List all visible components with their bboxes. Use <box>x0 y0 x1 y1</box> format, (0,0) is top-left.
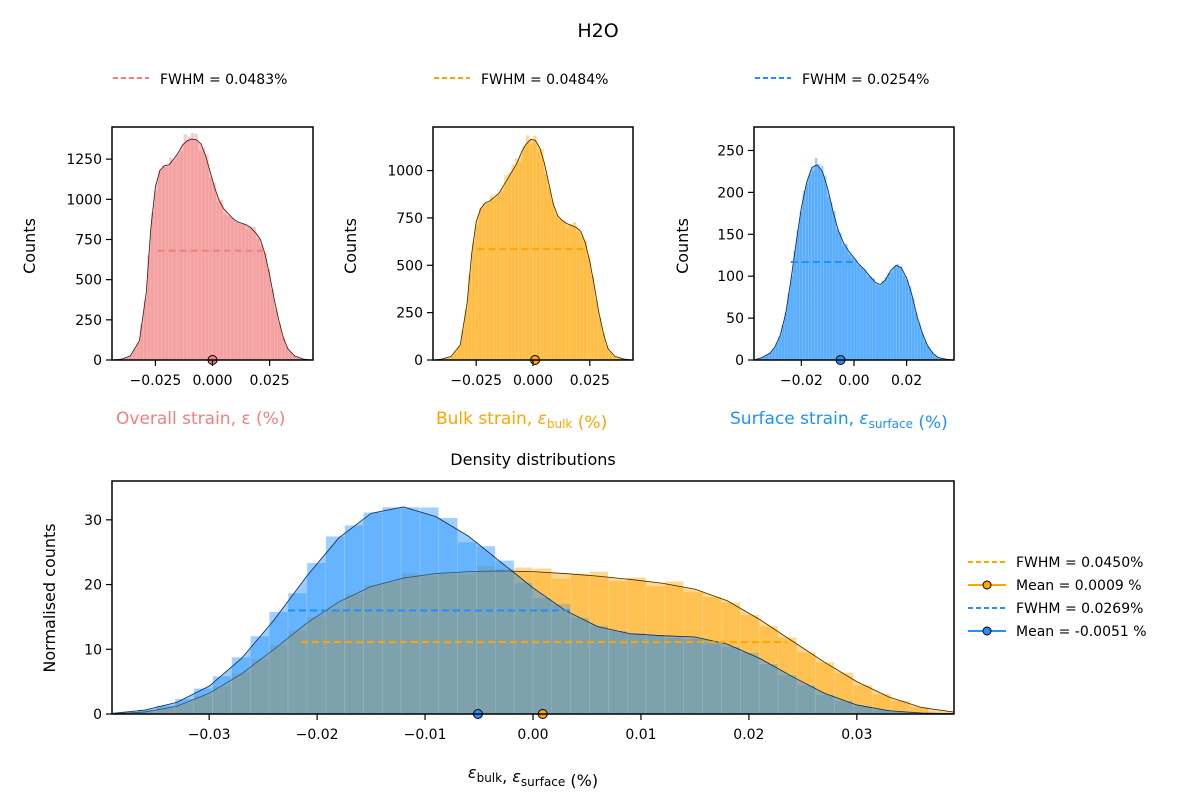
x-ticks-overall: −0.025 0.000 0.025 <box>129 360 290 389</box>
x-tick-label: 0.000 <box>513 373 553 389</box>
x-tick-label: −0.025 <box>450 373 502 389</box>
y-tick-label: 10 <box>84 642 102 658</box>
y-axis-label-overall: Counts <box>20 218 39 274</box>
panel-surface-strain: FWHM = 0.0254% −0.02 0.00 0.02 0 50 100 150 20… <box>673 72 955 433</box>
legend-density-surface-fwhm-label: FWHM = 0.0269% <box>1016 601 1143 617</box>
y-tick-label: 0 <box>735 353 744 369</box>
y-ticks-surface: 0 50 100 150 200 250 <box>717 143 754 369</box>
x-tick-label: −0.025 <box>129 373 181 389</box>
legend-density-surface-mean-marker <box>982 626 992 636</box>
x-tick-label: 0.01 <box>625 727 656 743</box>
y-tick-label: 250 <box>396 306 423 322</box>
legend-bulk: FWHM = 0.0484% <box>434 72 608 88</box>
x-axis-label-density: εbulk, εsurface (%) <box>468 763 598 790</box>
y-tick-label: 750 <box>396 211 423 227</box>
x-tick-label: −0.01 <box>404 727 447 743</box>
x-ticks-bulk: −0.025 0.000 0.025 <box>450 360 610 389</box>
y-axis-label-bulk: Counts <box>341 218 360 274</box>
x-tick-label: −0.03 <box>188 727 231 743</box>
x-axis-label-bulk-text: Bulk strain, εbulk (%) <box>436 409 607 433</box>
legend-density-surface-mean-label: Mean = -0.0051 % <box>1016 624 1147 640</box>
kde-curve-overall <box>111 138 314 361</box>
legend-density-bulk-mean-marker <box>982 580 992 590</box>
x-axis-label-surface: Surface strain, εsurface (%) <box>730 409 948 433</box>
y-tick-label: 150 <box>717 227 744 243</box>
y-axis-label-surface: Counts <box>673 218 692 274</box>
y-tick-label: 1250 <box>66 152 102 168</box>
x-axis-label-bulk: Bulk strain, εbulk (%) <box>436 409 607 433</box>
legend-density-bulk-fwhm-label: FWHM = 0.0450% <box>1016 555 1143 571</box>
y-tick-label: 200 <box>717 185 744 201</box>
histogram-bars-density-surface <box>137 506 929 715</box>
y-tick-label: 1000 <box>387 164 423 180</box>
y-tick-label: 50 <box>726 311 744 327</box>
x-tick-label: 0.02 <box>733 727 764 743</box>
panel-bulk-strain: FWHM = 0.0484% −0.025 0.000 0.025 0 250 500 7… <box>341 72 634 433</box>
y-tick-label: 0 <box>93 353 102 369</box>
figure-title: H2O <box>577 20 618 42</box>
y-tick-label: 20 <box>84 578 102 594</box>
y-ticks-density: 0 10 20 30 <box>84 513 112 723</box>
kde-curve-surface <box>753 164 955 361</box>
y-tick-label: 30 <box>84 513 102 529</box>
density-title: Density distributions <box>450 450 615 469</box>
legend-overall: FWHM = 0.0483% <box>113 72 287 88</box>
legend-density: FWHM = 0.0450% Mean = 0.0009 % FWHM = 0.… <box>968 555 1147 640</box>
y-ticks-bulk: 0 250 500 750 1000 <box>387 164 433 369</box>
y-tick-label: 250 <box>75 313 102 329</box>
panel-density-distributions: Density distributions −0.03 −0.02 −0.01 0.0… <box>40 450 1147 790</box>
x-axis-label-overall-text: Overall strain, ε (%) <box>116 409 285 429</box>
x-ticks-density: −0.03 −0.02 −0.01 0.00 0.01 0.02 0.03 <box>188 714 872 743</box>
y-tick-label: 0 <box>414 353 423 369</box>
legend-overall-fwhm-label: FWHM = 0.0483% <box>160 72 287 88</box>
panel-overall-strain: FWHM = 0.0483% −0.025 0.000 0.025 0 250 500 7… <box>20 72 314 429</box>
y-tick-label: 250 <box>717 143 744 159</box>
x-ticks-surface: −0.02 0.00 0.02 <box>780 360 922 389</box>
y-tick-label: 750 <box>75 232 102 248</box>
x-tick-label: 0.025 <box>250 373 290 389</box>
y-tick-label: 0 <box>93 707 102 723</box>
x-tick-label: 0.025 <box>570 373 610 389</box>
legend-bulk-fwhm-label: FWHM = 0.0484% <box>481 72 608 88</box>
y-tick-label: 1000 <box>66 192 102 208</box>
y-tick-label: 500 <box>75 273 102 289</box>
x-tick-label: 0.00 <box>517 727 548 743</box>
x-tick-label: 0.02 <box>891 373 922 389</box>
x-tick-label: −0.02 <box>780 373 823 389</box>
y-tick-label: 100 <box>717 269 744 285</box>
legend-surface-fwhm-label: FWHM = 0.0254% <box>802 72 929 88</box>
legend-surface: FWHM = 0.0254% <box>755 72 929 88</box>
x-tick-label: −0.02 <box>296 727 339 743</box>
x-tick-label: 0.03 <box>841 727 872 743</box>
y-tick-label: 500 <box>396 258 423 274</box>
x-axis-label-overall: Overall strain, ε (%) <box>116 409 285 429</box>
x-tick-label: 0.00 <box>838 373 869 389</box>
legend-density-bulk-mean-label: Mean = 0.0009 % <box>1016 578 1142 594</box>
x-tick-label: 0.000 <box>192 373 232 389</box>
y-ticks-overall: 0 250 500 750 1000 1250 <box>66 152 112 369</box>
y-axis-label-density: Normalised counts <box>40 523 59 672</box>
x-axis-label-surface-text: Surface strain, εsurface (%) <box>730 409 948 433</box>
